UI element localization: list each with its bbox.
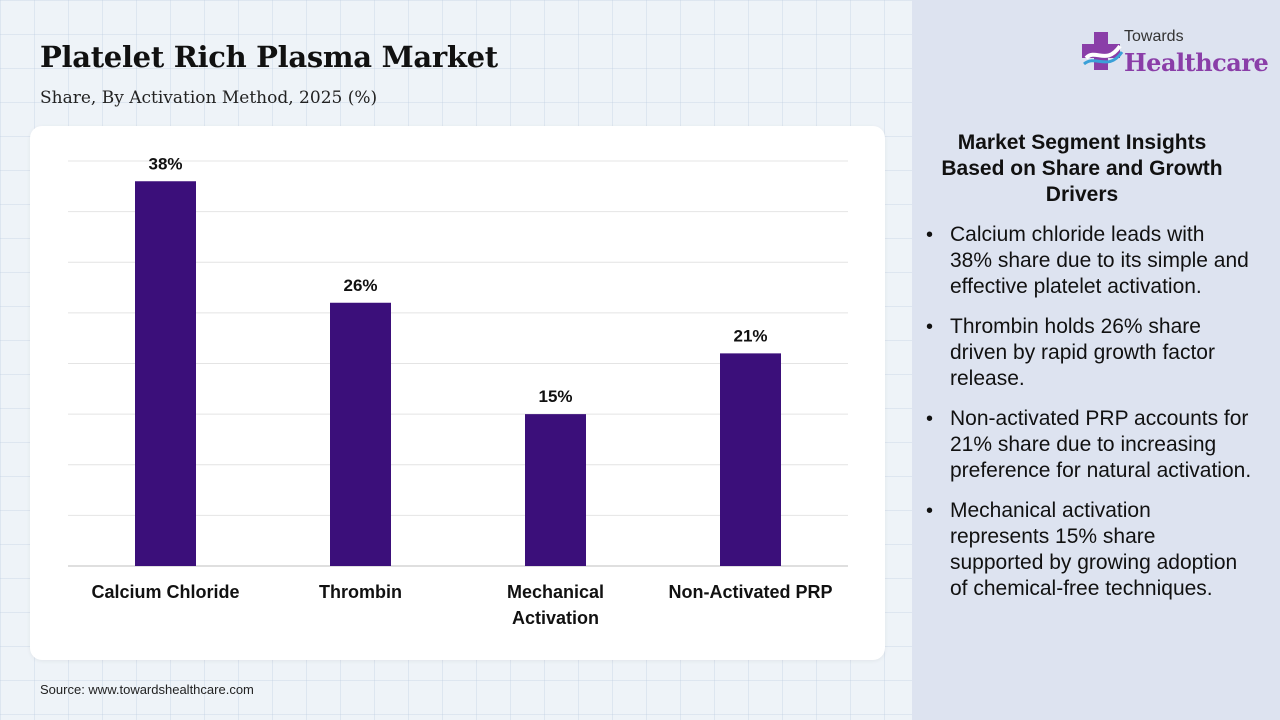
insights-list: Calcium chloride leads with 38% share du… — [922, 222, 1252, 616]
data-label: 38% — [148, 154, 182, 173]
category-label: Non-Activated PRP — [668, 582, 832, 602]
bar — [720, 353, 781, 566]
data-label: 21% — [733, 326, 767, 345]
chart-card: 38% Calcium Chloride 26% Thrombin 15% Mechani… — [30, 126, 885, 660]
category-label: Mechanical — [507, 582, 604, 602]
page-title: Platelet Rich Plasma Market — [40, 40, 498, 74]
insight-item: Mechanical activation represents 15% sha… — [922, 498, 1252, 602]
category-label: Activation — [512, 608, 599, 628]
bar — [135, 181, 196, 566]
insight-item: Calcium chloride leads with 38% share du… — [922, 222, 1252, 300]
insights-title: Market Segment Insights Based on Share a… — [941, 131, 1223, 206]
category-label: Thrombin — [319, 582, 402, 602]
brand-logo: Towards Healthcare — [1080, 28, 1269, 78]
page-subtitle: Share, By Activation Method, 2025 (%) — [40, 88, 378, 108]
bar-chart: 38% Calcium Chloride 26% Thrombin 15% Mechani… — [68, 154, 848, 628]
bar — [330, 302, 391, 566]
category-label: Calcium Chloride — [91, 582, 239, 602]
source-note: Source: www.towardshealthcare.com — [40, 682, 254, 697]
insight-item: Non-activated PRP accounts for 21% share… — [922, 406, 1252, 484]
logo-main-text: Healthcare — [1124, 48, 1269, 77]
bar — [525, 414, 586, 566]
medical-cross-icon — [1082, 32, 1124, 70]
logo-top-text: Towards — [1124, 28, 1184, 45]
data-label: 15% — [538, 387, 572, 406]
data-label: 26% — [343, 276, 377, 295]
insight-item: Thrombin holds 26% share driven by rapid… — [922, 314, 1252, 392]
